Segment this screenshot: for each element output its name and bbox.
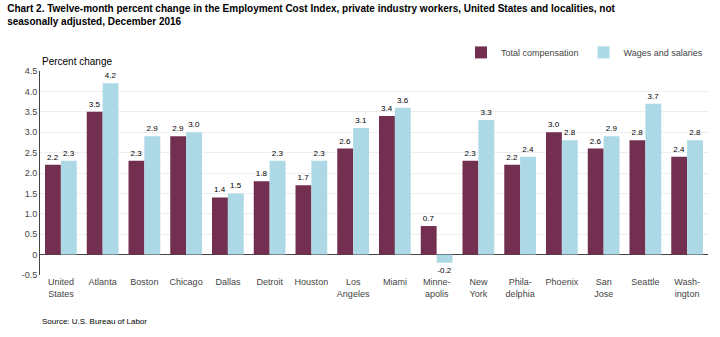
svg-text:2.3: 2.3 <box>465 149 477 158</box>
svg-text:SanJose: SanJose <box>594 277 613 299</box>
svg-text:Houston: Houston <box>295 277 329 287</box>
svg-text:2.2: 2.2 <box>47 153 59 162</box>
svg-text:Seattle: Seattle <box>631 277 659 287</box>
svg-text:Phoenix: Phoenix <box>546 277 579 287</box>
svg-text:1.4: 1.4 <box>214 185 226 194</box>
svg-text:0.5: 0.5 <box>25 229 38 239</box>
svg-text:2.8: 2.8 <box>564 128 576 137</box>
svg-text:Boston: Boston <box>130 277 158 287</box>
svg-text:2.3: 2.3 <box>272 149 284 158</box>
svg-text:-0.5: -0.5 <box>22 270 38 280</box>
svg-text:3.0: 3.0 <box>188 120 200 129</box>
svg-text:2.6: 2.6 <box>339 137 351 146</box>
svg-text:2.8: 2.8 <box>632 128 644 137</box>
svg-text:Chart 2. Twelve-month percent: Chart 2. Twelve-month percent change in … <box>7 3 615 27</box>
svg-text:Phila-delphia: Phila-delphia <box>506 277 535 299</box>
svg-text:Percent change: Percent change <box>42 56 112 67</box>
svg-text:1.8: 1.8 <box>256 169 268 178</box>
svg-text:2.9: 2.9 <box>146 124 158 133</box>
svg-text:NewYork: NewYork <box>469 277 488 299</box>
svg-text:2.3: 2.3 <box>313 149 325 158</box>
svg-text:Source: U.S. Bureau of Labor: Source: U.S. Bureau of Labor <box>42 317 147 326</box>
svg-text:UnitedStates: UnitedStates <box>48 277 74 299</box>
svg-text:LosAngeles: LosAngeles <box>337 277 370 299</box>
svg-text:3.0: 3.0 <box>548 120 560 129</box>
svg-text:4.0: 4.0 <box>25 87 38 97</box>
svg-text:4.2: 4.2 <box>105 71 117 80</box>
svg-text:3.0: 3.0 <box>25 127 38 137</box>
svg-text:3.4: 3.4 <box>381 104 393 113</box>
svg-text:2.4: 2.4 <box>673 145 685 154</box>
svg-text:2.9: 2.9 <box>606 124 618 133</box>
svg-text:Wash-ington: Wash-ington <box>674 277 700 299</box>
svg-text:3.5: 3.5 <box>25 107 38 117</box>
svg-text:1.0: 1.0 <box>25 209 38 219</box>
svg-text:1.5: 1.5 <box>25 189 38 199</box>
svg-text:3.1: 3.1 <box>355 116 367 125</box>
svg-text:2.4: 2.4 <box>522 145 534 154</box>
svg-text:0.7: 0.7 <box>423 214 435 223</box>
svg-text:Atlanta: Atlanta <box>89 277 117 287</box>
svg-text:Detroit: Detroit <box>256 277 283 287</box>
svg-text:Miami: Miami <box>383 277 407 287</box>
svg-text:3.5: 3.5 <box>89 100 101 109</box>
svg-text:2.5: 2.5 <box>25 148 38 158</box>
svg-text:Minne-apolis: Minne-apolis <box>423 277 451 299</box>
svg-text:0: 0 <box>32 250 37 260</box>
svg-text:3.7: 3.7 <box>647 92 659 101</box>
svg-text:2.8: 2.8 <box>689 128 701 137</box>
svg-text:2.3: 2.3 <box>131 149 143 158</box>
svg-text:4.5: 4.5 <box>25 66 38 76</box>
svg-text:2.0: 2.0 <box>25 168 38 178</box>
svg-text:3.3: 3.3 <box>480 108 492 117</box>
svg-text:2.9: 2.9 <box>172 124 184 133</box>
svg-text:2.3: 2.3 <box>63 149 75 158</box>
svg-text:1.5: 1.5 <box>230 181 242 190</box>
svg-text:Wages and salaries: Wages and salaries <box>624 48 703 58</box>
svg-text:Dallas: Dallas <box>215 277 241 287</box>
svg-text:2.2: 2.2 <box>506 153 518 162</box>
svg-text:Chicago: Chicago <box>170 277 203 287</box>
svg-text:3.6: 3.6 <box>397 96 409 105</box>
svg-text:-0.2: -0.2 <box>437 266 451 275</box>
svg-text:Total compensation: Total compensation <box>501 48 579 58</box>
svg-text:1.7: 1.7 <box>298 173 310 182</box>
svg-text:2.6: 2.6 <box>590 137 602 146</box>
